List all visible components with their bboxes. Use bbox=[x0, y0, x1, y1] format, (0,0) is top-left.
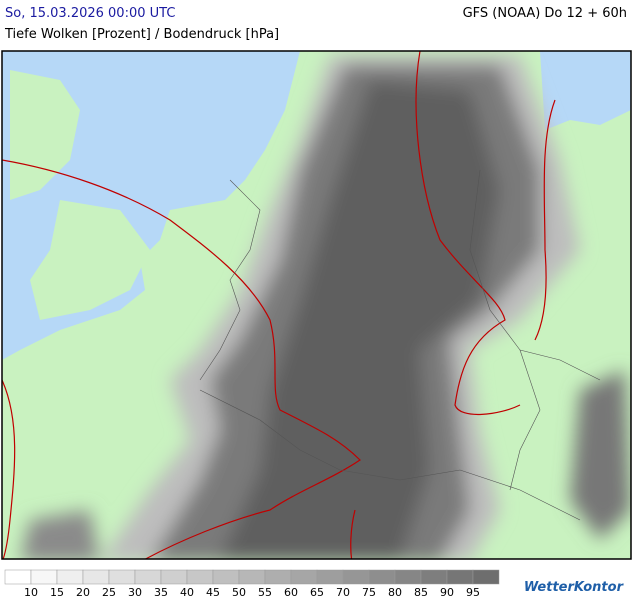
map-frame bbox=[1, 50, 632, 560]
legend-label: 45 bbox=[206, 586, 220, 599]
model-run: GFS (NOAA) Do 12 + 60h bbox=[462, 6, 627, 21]
legend: 10 15 20 25 30 35 40 45 50 55 60 65 70 75 80 85 90 95 bbox=[4, 569, 500, 599]
legend-label: 25 bbox=[102, 586, 116, 599]
legend-label: 20 bbox=[76, 586, 90, 599]
borders bbox=[199, 169, 601, 521]
britain bbox=[10, 70, 80, 200]
legend-swatch bbox=[420, 569, 448, 585]
subtitle: Tiefe Wolken [Prozent] / Bodendruck [hPa… bbox=[5, 27, 280, 42]
legend-label: 65 bbox=[310, 586, 324, 599]
baltic-sea bbox=[540, 51, 631, 130]
legend-swatch bbox=[186, 569, 214, 585]
legend-label: 75 bbox=[362, 586, 376, 599]
map bbox=[1, 50, 632, 560]
datetime: So, 15.03.2026 00:00 UTC bbox=[5, 6, 176, 21]
legend-swatch bbox=[368, 569, 396, 585]
legend-swatch bbox=[342, 569, 370, 585]
legend-label: 85 bbox=[414, 586, 428, 599]
legend-swatch bbox=[108, 569, 136, 585]
legend-swatch bbox=[82, 569, 110, 585]
legend-label: 60 bbox=[284, 586, 298, 599]
legend-label: 40 bbox=[180, 586, 194, 599]
legend-label: 30 bbox=[128, 586, 142, 599]
brand-logo: WetterKontor bbox=[523, 580, 623, 595]
legend-label: 10 bbox=[24, 586, 38, 599]
england bbox=[30, 200, 150, 320]
legend-label: 80 bbox=[388, 586, 402, 599]
legend-swatch bbox=[4, 569, 32, 585]
legend-swatch bbox=[316, 569, 344, 585]
legend-label: 35 bbox=[154, 586, 168, 599]
legend-label: 55 bbox=[258, 586, 272, 599]
legend-swatch bbox=[446, 569, 474, 585]
legend-swatch bbox=[394, 569, 422, 585]
cloud-field bbox=[20, 55, 631, 559]
legend-swatch bbox=[238, 569, 266, 585]
legend-swatch bbox=[212, 569, 240, 585]
legend-label: 50 bbox=[232, 586, 246, 599]
legend-label: 70 bbox=[336, 586, 350, 599]
legend-swatch bbox=[264, 569, 292, 585]
legend-swatch bbox=[160, 569, 188, 585]
legend-swatch bbox=[472, 569, 500, 585]
legend-swatch bbox=[134, 569, 162, 585]
legend-label: 15 bbox=[50, 586, 64, 599]
legend-swatch bbox=[30, 569, 58, 585]
legend-label: 90 bbox=[440, 586, 454, 599]
legend-label: 95 bbox=[466, 586, 480, 599]
isobars bbox=[2, 51, 556, 559]
legend-swatch bbox=[290, 569, 318, 585]
legend-swatch bbox=[56, 569, 84, 585]
